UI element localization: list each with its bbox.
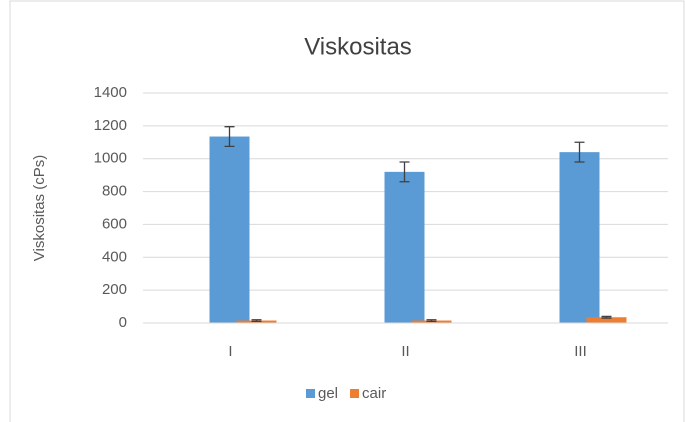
error-bar xyxy=(251,319,262,323)
legend-label: cair xyxy=(362,385,386,402)
legend-swatch xyxy=(306,389,315,398)
error-bar xyxy=(426,319,437,323)
y-axis-title: Viskositas (cPs) xyxy=(31,155,48,261)
y-tick-label: 1000 xyxy=(94,150,127,167)
bar xyxy=(559,152,600,323)
chart-title: Viskositas xyxy=(304,33,412,60)
error-bar xyxy=(224,126,235,148)
x-tick-label: III xyxy=(574,343,587,360)
error-bar xyxy=(399,161,410,183)
y-tick-label: 1200 xyxy=(94,117,127,134)
bar xyxy=(384,171,425,323)
y-tick-label: 0 xyxy=(119,314,127,331)
y-tick-label: 800 xyxy=(102,183,127,200)
y-tick-label: 600 xyxy=(102,215,127,232)
x-tick-label: II xyxy=(401,343,409,360)
bar xyxy=(209,136,250,323)
y-tick-label: 200 xyxy=(102,281,127,298)
y-tick-label: 1400 xyxy=(94,84,127,101)
bar xyxy=(586,317,627,323)
legend-swatch xyxy=(350,389,360,398)
error-bar xyxy=(574,141,585,163)
x-tick-label: I xyxy=(228,343,232,360)
y-tick-label: 400 xyxy=(102,248,127,265)
legend-label: gel xyxy=(318,385,338,402)
error-bar xyxy=(601,315,612,319)
